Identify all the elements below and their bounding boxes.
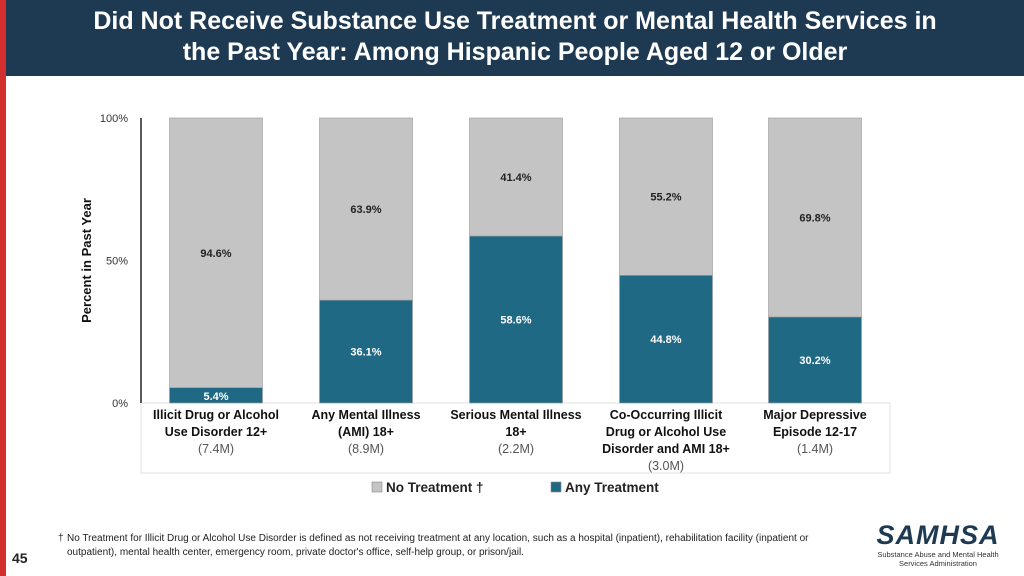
category-label: Illicit Drug or Alcohol bbox=[153, 408, 279, 422]
logo-wordmark: SAMHSA bbox=[876, 520, 1000, 550]
y-tick-label: 0% bbox=[112, 398, 128, 410]
slide-header: Did Not Receive Substance Use Treatment … bbox=[6, 0, 1024, 76]
title-line-1: Did Not Receive Substance Use Treatment … bbox=[93, 7, 937, 35]
stacked-bar-chart: 0% 50% 100% Percent in Past Year 5.4% 94.6% Il… bbox=[79, 113, 891, 495]
category-label: (AMI) 18+ bbox=[338, 425, 394, 439]
samhsa-logo: SAMHSA Substance Abuse and Mental Health… bbox=[876, 520, 1000, 568]
no-treatment-value-label: 55.2% bbox=[650, 192, 681, 204]
left-accent-bar bbox=[0, 0, 6, 576]
logo-subtitle-1: Substance Abuse and Mental Health bbox=[877, 550, 999, 559]
category-label-panel bbox=[140, 402, 891, 474]
footnote-text: No Treatment for Illicit Drug or Alcohol… bbox=[67, 533, 809, 558]
category-label: Major Depressive bbox=[763, 408, 867, 422]
bar-no-treatment bbox=[319, 117, 413, 301]
page-number: 45 bbox=[12, 550, 28, 566]
y-axis-label: Percent in Past Year bbox=[79, 198, 94, 323]
no-treatment-value-label: 63.9% bbox=[350, 204, 381, 216]
bar-no-treatment bbox=[619, 117, 713, 276]
bar-any-treatment bbox=[319, 299, 413, 404]
legend-swatch bbox=[550, 481, 562, 493]
any-treatment-value-label: 44.8% bbox=[650, 334, 681, 346]
no-treatment-value-label: 94.6% bbox=[200, 248, 231, 260]
bar-any-treatment bbox=[768, 316, 862, 404]
y-tick-label: 100% bbox=[100, 113, 128, 125]
logo-subtitle-2: Services Administration bbox=[899, 559, 977, 568]
any-treatment-value-label: 36.1% bbox=[350, 347, 381, 359]
category-size-label: (8.9M) bbox=[348, 442, 384, 456]
category-label: Episode 12-17 bbox=[773, 425, 857, 439]
category-label: 18+ bbox=[505, 425, 526, 439]
bar-any-treatment bbox=[469, 235, 563, 404]
category-label: Any Mental Illness bbox=[311, 408, 420, 422]
legend-label: No Treatment † bbox=[386, 480, 484, 495]
no-treatment-value-label: 41.4% bbox=[500, 172, 531, 184]
bar-no-treatment bbox=[169, 117, 263, 388]
title-line-2: the Past Year: Among Hispanic People Age… bbox=[182, 38, 848, 66]
category-size-label: (2.2M) bbox=[498, 442, 534, 456]
bar-any-treatment bbox=[619, 275, 713, 404]
bar-no-treatment bbox=[768, 117, 862, 318]
category-label: Drug or Alcohol Use bbox=[606, 425, 726, 439]
no-treatment-value-label: 69.8% bbox=[799, 212, 830, 224]
category-label: Disorder and AMI 18+ bbox=[602, 442, 730, 456]
bar-no-treatment bbox=[469, 117, 563, 237]
category-size-label: (1.4M) bbox=[797, 442, 833, 456]
footnote-dagger: † bbox=[58, 533, 64, 544]
category-label: Serious Mental Illness bbox=[450, 408, 581, 422]
category-size-label: (3.0M) bbox=[648, 459, 684, 473]
y-tick-label: 50% bbox=[106, 256, 128, 268]
any-treatment-value-label: 5.4% bbox=[203, 391, 228, 403]
category-label: Co-Occurring Illicit bbox=[610, 408, 723, 422]
any-treatment-value-label: 30.2% bbox=[799, 355, 830, 367]
legend-swatch bbox=[371, 481, 383, 493]
footnote: † No Treatment for Illicit Drug or Alcoh… bbox=[58, 532, 858, 560]
category-size-label: (7.4M) bbox=[198, 442, 234, 456]
category-label: Use Disorder 12+ bbox=[165, 425, 267, 439]
any-treatment-value-label: 58.6% bbox=[500, 314, 531, 326]
legend-label: Any Treatment bbox=[565, 480, 659, 495]
